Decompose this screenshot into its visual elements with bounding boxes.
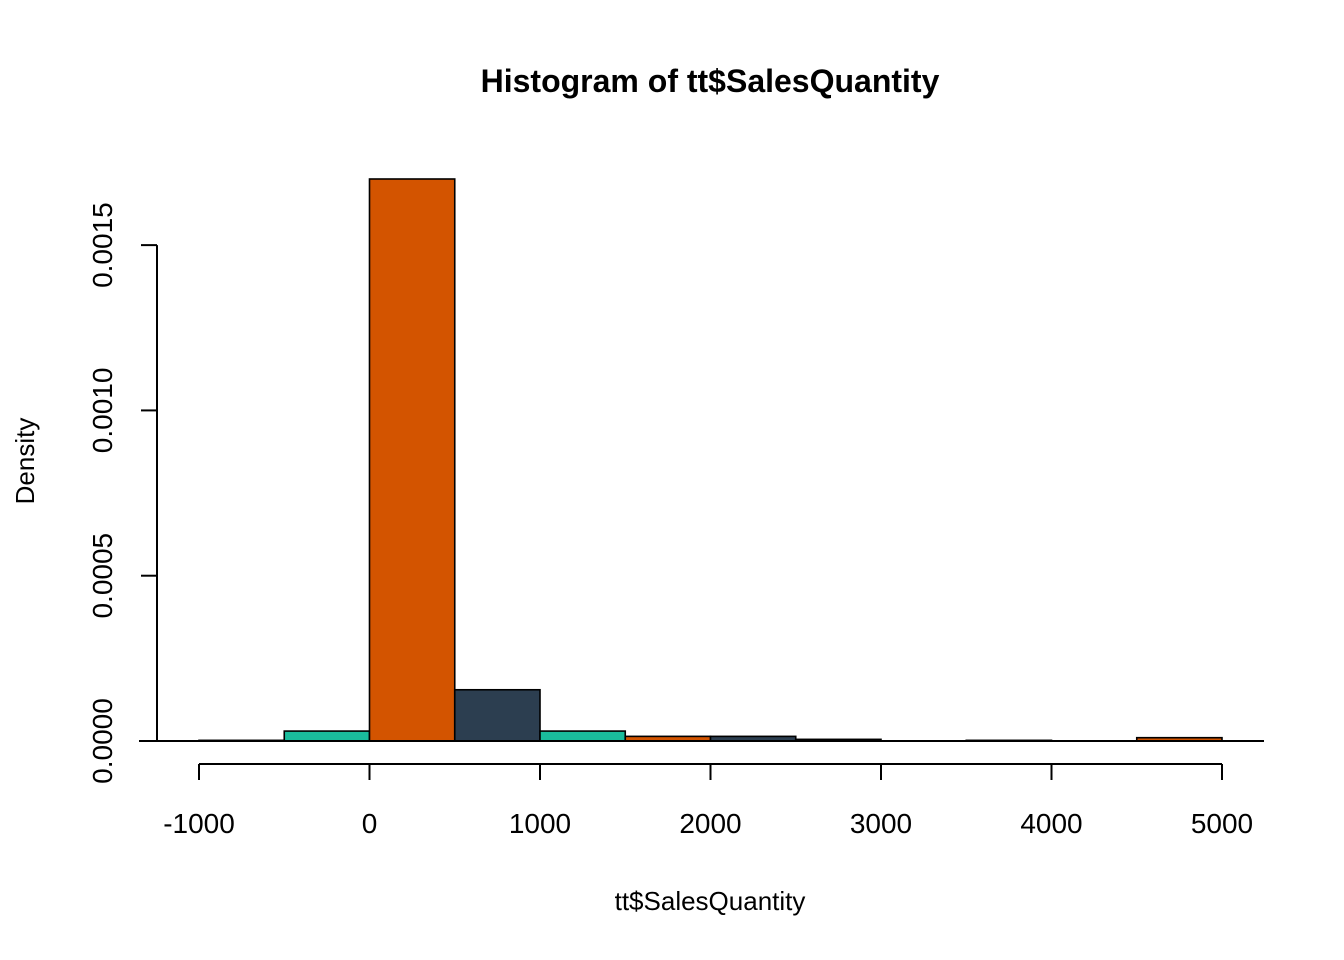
x-tick-label-3: 2000 — [679, 808, 741, 839]
y-axis-label: Density — [10, 418, 40, 505]
histogram-bar-2 — [368, 178, 456, 742]
y-axis: 0.0000 0.0005 0.0010 0.0015 — [87, 202, 158, 784]
y-tick-label-1: 0.0005 — [87, 533, 118, 619]
x-axis-label: tt$SalesQuantity — [615, 886, 806, 916]
y-tick-label-0: 0.0000 — [87, 698, 118, 784]
x-tick-label-1: 0 — [362, 808, 378, 839]
chart-title: Histogram of tt$SalesQuantity — [481, 63, 940, 99]
x-tick-label-4: 3000 — [850, 808, 912, 839]
x-axis: -1000 0 1000 2000 3000 4000 5000 — [163, 763, 1253, 839]
x-tick-label-6: 5000 — [1191, 808, 1253, 839]
x-tick-label-0: -1000 — [163, 808, 235, 839]
y-tick-label-2: 0.0010 — [87, 368, 118, 454]
histogram-bar-3 — [453, 688, 541, 742]
histogram-bar-4 — [539, 730, 627, 742]
x-tick-label-2: 1000 — [509, 808, 571, 839]
x-tick-label-5: 4000 — [1020, 808, 1082, 839]
y-tick-label-3: 0.0015 — [87, 202, 118, 288]
histogram-bar-1 — [283, 730, 371, 742]
